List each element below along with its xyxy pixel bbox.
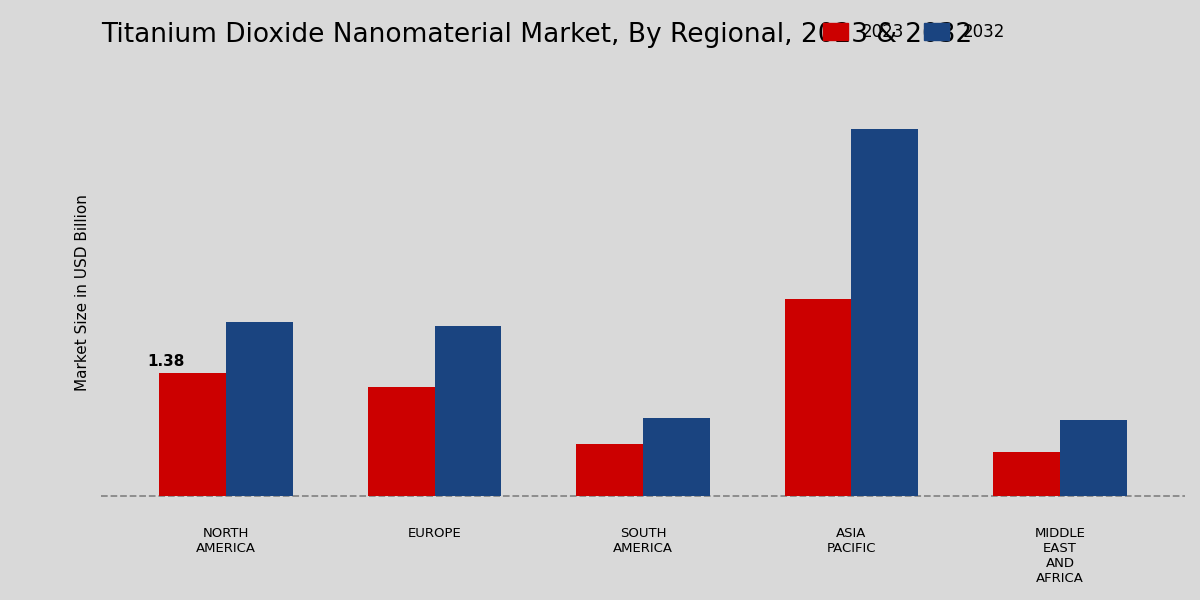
Y-axis label: Market Size in USD Billion: Market Size in USD Billion bbox=[74, 194, 90, 391]
Legend: 2023, 2032: 2023, 2032 bbox=[817, 16, 1012, 48]
Bar bbox=[643, 418, 709, 496]
Bar bbox=[160, 373, 226, 496]
Bar bbox=[434, 326, 502, 496]
Text: Titanium Dioxide Nanomaterial Market, By Regional, 2023 & 2032: Titanium Dioxide Nanomaterial Market, By… bbox=[101, 22, 972, 48]
Bar bbox=[226, 322, 293, 496]
Bar bbox=[785, 299, 852, 496]
Text: 1.38: 1.38 bbox=[148, 354, 185, 369]
Bar bbox=[994, 452, 1060, 496]
Bar bbox=[1060, 420, 1127, 496]
Bar bbox=[852, 130, 918, 496]
Bar bbox=[576, 445, 643, 496]
Bar bbox=[368, 387, 434, 496]
